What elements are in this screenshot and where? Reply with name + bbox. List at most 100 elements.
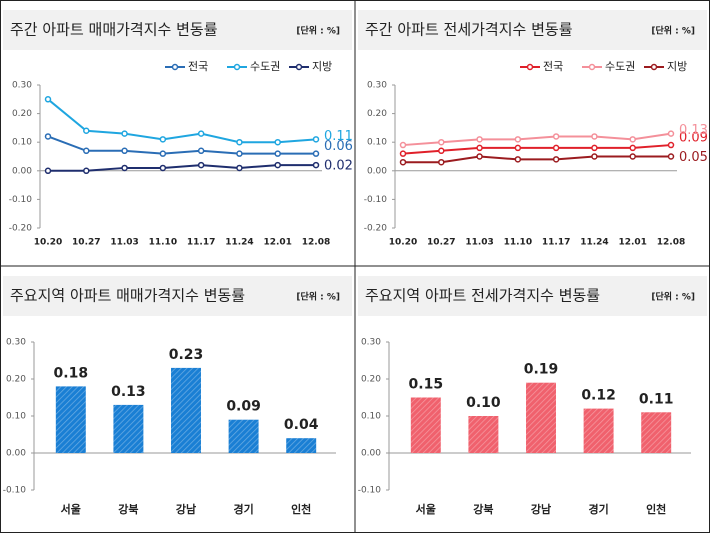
point bbox=[83, 127, 90, 135]
point bbox=[438, 147, 445, 155]
x-tick-label: 강북 bbox=[473, 502, 493, 516]
x-tick-label: 10.20 bbox=[389, 238, 417, 248]
point bbox=[274, 150, 281, 157]
unit-label: [단위 : %] bbox=[296, 291, 340, 303]
bar-hatch bbox=[228, 419, 259, 453]
x-tick-label: 강북 bbox=[118, 502, 138, 516]
title-strip bbox=[3, 276, 352, 316]
series-line bbox=[47, 98, 317, 144]
x-tick-label: 10.27 bbox=[72, 238, 100, 248]
chart-panel: 주요지역 아파트 매매가격지수 변동률 [단위 : %] 0.30 0.20 0.10 0… bbox=[3, 276, 352, 516]
y-tick-label: 0.10 bbox=[361, 412, 381, 422]
y-tick-label: 0.00 bbox=[6, 449, 26, 459]
point bbox=[476, 144, 483, 152]
y-tick-label: 0.30 bbox=[6, 338, 26, 348]
legend-marker bbox=[588, 63, 596, 71]
bar-hatch bbox=[171, 367, 201, 453]
point bbox=[667, 153, 675, 160]
point bbox=[121, 147, 128, 155]
bar-hatch bbox=[113, 404, 144, 453]
point bbox=[312, 161, 320, 169]
point bbox=[236, 150, 243, 157]
legend-label: 전국 bbox=[543, 60, 563, 73]
legend-marker bbox=[233, 63, 241, 71]
bar-hatch bbox=[410, 397, 441, 453]
y-tick-label: 0.20 bbox=[367, 109, 387, 119]
x-tick-label: 인천 bbox=[646, 502, 666, 516]
point bbox=[121, 164, 128, 172]
y-tick-label: 0.30 bbox=[12, 81, 32, 91]
x-tick-label: 11.10 bbox=[149, 238, 177, 248]
point bbox=[236, 164, 243, 172]
y-tick-label: -0.10 bbox=[364, 195, 388, 205]
end-label: 0.02 bbox=[324, 159, 353, 174]
point bbox=[552, 144, 560, 152]
title-strip bbox=[358, 276, 707, 316]
x-tick-label: 12.08 bbox=[657, 238, 685, 248]
series-line bbox=[403, 155, 671, 164]
point bbox=[159, 164, 167, 172]
point bbox=[121, 130, 128, 137]
y-tick-label: -0.10 bbox=[3, 486, 27, 496]
value-label: 0.13 bbox=[111, 384, 146, 400]
x-tick-label: 11.17 bbox=[187, 238, 215, 248]
value-label: 0.04 bbox=[284, 417, 319, 433]
end-label: 0.06 bbox=[324, 139, 353, 154]
point bbox=[591, 144, 598, 152]
value-label: 0.12 bbox=[581, 388, 616, 404]
bar-hatch bbox=[526, 382, 556, 453]
x-tick-label: 경기 bbox=[588, 502, 608, 516]
chart-panel: 주요지역 아파트 전세가격지수 변동률 [단위 : %] 0.30 0.20 0.10 0… bbox=[358, 276, 707, 516]
x-tick-label: 12.01 bbox=[263, 238, 291, 248]
chart-title: 주요지역 아파트 매매가격지수 변동률 bbox=[10, 287, 245, 305]
value-label: 0.10 bbox=[466, 395, 501, 411]
x-tick-label: 경기 bbox=[233, 502, 253, 516]
x-tick-label: 11.10 bbox=[504, 238, 532, 248]
point bbox=[591, 133, 598, 140]
point bbox=[514, 136, 522, 143]
point bbox=[44, 96, 52, 103]
legend-label: 지방 bbox=[667, 60, 687, 73]
end-label: 0.13 bbox=[679, 123, 708, 138]
chart-panel: 주간 아파트 매매가격지수 변동률 [단위 : %] 0.30 0.20 0.10 0.0… bbox=[3, 10, 353, 248]
point bbox=[236, 138, 243, 146]
x-tick-label: 10.27 bbox=[427, 238, 455, 248]
x-tick-label: 인천 bbox=[291, 502, 311, 516]
point bbox=[399, 141, 407, 149]
point bbox=[667, 141, 675, 149]
end-label: 0.05 bbox=[679, 150, 708, 165]
point bbox=[629, 144, 636, 152]
x-tick-label: 서울 bbox=[61, 502, 81, 516]
y-tick-label: -0.20 bbox=[364, 224, 388, 234]
x-tick-label: 10.20 bbox=[34, 238, 62, 248]
y-tick-label: 0.30 bbox=[361, 338, 381, 348]
point bbox=[399, 158, 407, 166]
series-line bbox=[47, 135, 316, 155]
point bbox=[476, 153, 483, 160]
bar-hatch bbox=[641, 412, 672, 453]
end-label: 0.09 bbox=[679, 131, 708, 146]
title-strip bbox=[3, 10, 352, 50]
value-label: 0.18 bbox=[54, 365, 89, 381]
y-tick-label: -0.10 bbox=[358, 486, 382, 496]
point bbox=[197, 147, 205, 155]
x-tick-label: 서울 bbox=[416, 502, 436, 516]
y-tick-label: 0.20 bbox=[6, 375, 26, 385]
point bbox=[312, 150, 320, 157]
bar-hatch bbox=[55, 386, 86, 453]
bar-hatch bbox=[583, 408, 614, 453]
y-tick-label: -0.20 bbox=[9, 224, 33, 234]
point bbox=[552, 156, 560, 163]
y-tick-label: 0.20 bbox=[361, 375, 381, 385]
x-tick-label: 11.03 bbox=[465, 238, 493, 248]
y-tick-label: 0.20 bbox=[12, 109, 32, 119]
legend-label: 전국 bbox=[188, 60, 208, 73]
value-label: 0.09 bbox=[226, 399, 261, 415]
point bbox=[159, 136, 167, 143]
chart-title: 주요지역 아파트 전세가격지수 변동률 bbox=[365, 287, 600, 305]
series-line bbox=[402, 132, 672, 147]
point bbox=[83, 147, 90, 155]
value-label: 0.11 bbox=[639, 391, 674, 407]
legend-label: 수도권 bbox=[250, 60, 280, 73]
series-line bbox=[48, 164, 316, 172]
